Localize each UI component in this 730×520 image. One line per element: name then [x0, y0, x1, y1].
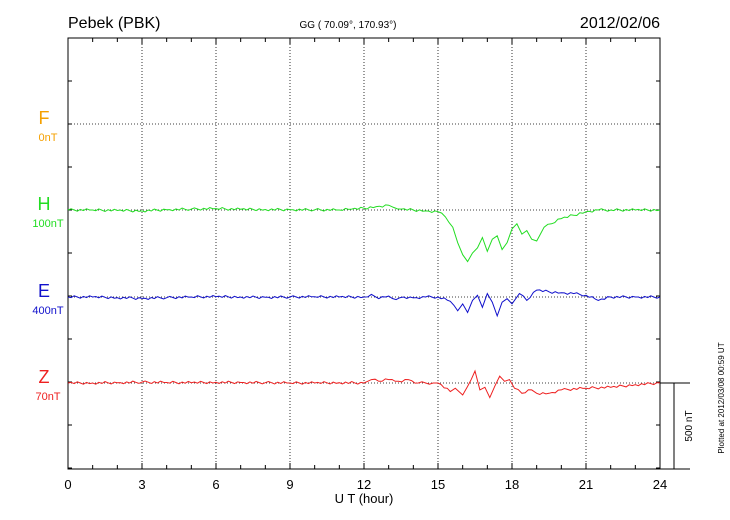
scale-bar	[660, 382, 690, 470]
series-offset-f: 0nT	[39, 132, 58, 144]
x-tick-label: 18	[505, 477, 519, 492]
x-axis-label: U T (hour)	[335, 491, 394, 506]
series-lines	[67, 204, 661, 399]
x-axis-tick-labels: 0 3 6 9 12 15 18 21 24	[64, 477, 667, 492]
x-tick-label: 15	[431, 477, 445, 492]
series-name-z: Z	[39, 367, 50, 387]
x-tick-label: 12	[357, 477, 371, 492]
x-axis-ticks	[67, 37, 661, 469]
grid	[68, 38, 660, 469]
coordinates-label: GG ( 70.09°, 170.93°)	[300, 20, 397, 31]
scale-bar-label: 500 nT	[684, 410, 695, 441]
series-offset-h: 100nT	[32, 218, 63, 230]
series-labels: F 0nT H 100nT E 400nT Z 70nT	[32, 108, 63, 403]
series-offset-z: 70nT	[35, 391, 60, 403]
series-name-h: H	[38, 194, 51, 214]
x-tick-label: 3	[138, 477, 145, 492]
x-tick-label: 6	[212, 477, 219, 492]
series-line-e	[67, 289, 661, 318]
series-name-f: F	[39, 108, 50, 128]
x-tick-label: 24	[653, 477, 667, 492]
series-line-h	[67, 204, 661, 263]
series-name-e: E	[38, 281, 50, 301]
x-tick-label: 0	[64, 477, 71, 492]
plotted-note: Plotted at 2012/03/08 00:59 UT	[717, 342, 726, 453]
station-title: Pebek (PBK)	[68, 15, 160, 32]
x-tick-label: 21	[579, 477, 593, 492]
series-line-z	[67, 369, 661, 399]
x-tick-label: 9	[286, 477, 293, 492]
date-label: 2012/02/06	[580, 15, 660, 32]
series-offset-e: 400nT	[32, 305, 63, 317]
